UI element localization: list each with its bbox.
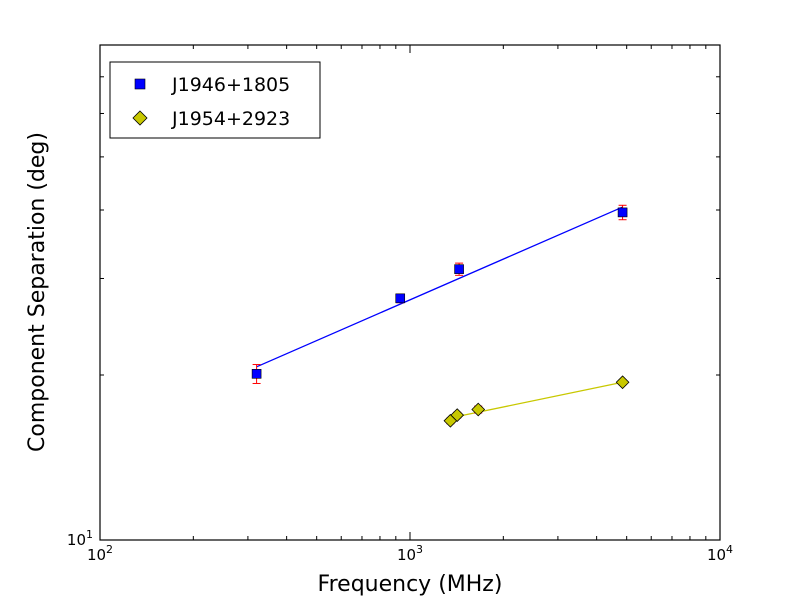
data-point-j1946-1805 xyxy=(395,293,406,304)
legend-marker xyxy=(132,110,148,126)
legend-label: J1954+2923 xyxy=(171,108,290,130)
fit-lines xyxy=(256,206,623,418)
data-markers xyxy=(251,207,630,428)
fit-line-j1954-2923 xyxy=(457,381,623,418)
x-tick-label: 104 xyxy=(707,543,733,564)
error-bars xyxy=(252,204,627,425)
legend-label: J1946+1805 xyxy=(171,74,290,96)
data-point-j1954-2923 xyxy=(615,375,630,390)
legend-marker xyxy=(134,78,146,90)
y-axis-label: Component Separation (deg) xyxy=(25,132,50,452)
x-tick-label: 103 xyxy=(397,543,423,564)
fit-line-j1946-1805 xyxy=(256,206,623,368)
legend: J1946+1805 J1954+2923 xyxy=(109,61,321,139)
data-point-j1946-1805 xyxy=(454,264,464,274)
plot-frame xyxy=(99,44,721,541)
data-point-j1954-2923 xyxy=(471,402,486,417)
data-point-j1946-1805 xyxy=(617,207,628,218)
axis-tick-labels: 102 103 104 101 xyxy=(67,528,733,564)
y-tick-label: 101 xyxy=(67,528,93,549)
data-point-j1954-2923 xyxy=(450,408,465,422)
x-axis-label: Frequency (MHz) xyxy=(318,572,503,597)
data-point-j1946-1805 xyxy=(251,369,262,379)
legend-box xyxy=(109,61,321,139)
x-tick-label: 102 xyxy=(87,543,113,564)
